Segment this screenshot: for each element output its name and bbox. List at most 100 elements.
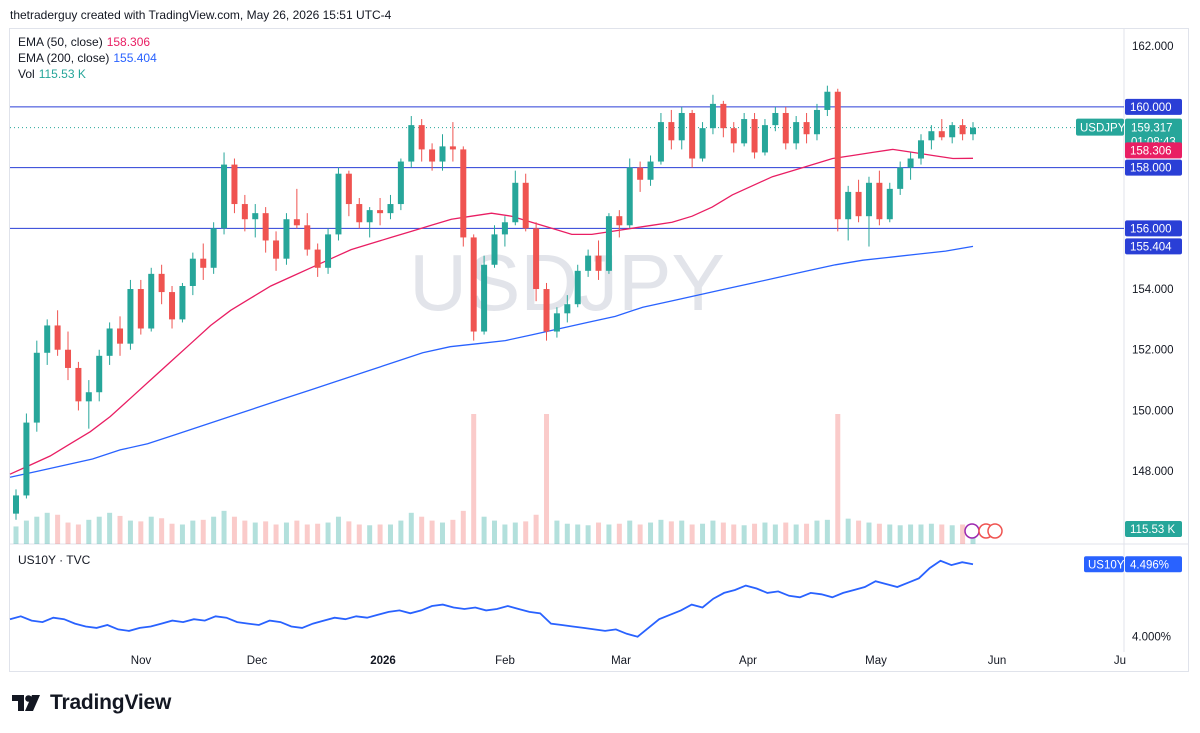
volume-bar xyxy=(793,524,799,544)
candle-body xyxy=(491,234,498,265)
volume-bar xyxy=(502,524,508,544)
us10y-symbol-tag[interactable]: US10Y xyxy=(1088,559,1125,571)
candle-body xyxy=(813,109,820,135)
volume-bar xyxy=(918,524,924,544)
candle-body xyxy=(970,127,976,135)
volume-bar xyxy=(117,515,123,544)
symbol-tag[interactable]: USDJPY xyxy=(1080,123,1126,135)
volume-bar xyxy=(741,525,747,544)
candle-body xyxy=(449,146,456,150)
candle-body xyxy=(429,149,436,162)
candle-body xyxy=(709,103,716,129)
candle-body xyxy=(637,167,644,180)
chart-frame[interactable] xyxy=(9,28,1189,672)
candle-body xyxy=(865,182,872,217)
legend-vol-value: 115.53 K xyxy=(38,67,86,81)
volume-bar xyxy=(492,520,497,544)
candle-body xyxy=(293,219,300,226)
volume-bar xyxy=(668,521,674,544)
us10y-symbol-tag-bg xyxy=(1084,556,1124,573)
legend-ema200[interactable]: EMA (200, close) 155.404 xyxy=(18,50,157,66)
candle-body xyxy=(252,213,259,220)
candle-body xyxy=(221,164,228,229)
volume-bar xyxy=(242,520,248,544)
legend-ema50[interactable]: EMA (50, close) 158.306 xyxy=(18,34,157,50)
volume-bar xyxy=(190,520,196,544)
candle-body xyxy=(117,328,124,344)
volume-bar xyxy=(138,521,144,544)
volume-bar xyxy=(575,524,581,544)
candle-body xyxy=(65,349,72,368)
volume-bar xyxy=(523,521,529,544)
volume-bar xyxy=(96,516,102,544)
candle-body xyxy=(200,258,207,268)
candle-body xyxy=(699,128,706,159)
volume-bar xyxy=(772,524,778,544)
candle-body xyxy=(897,167,904,189)
volume-bar xyxy=(23,520,29,544)
candle-body xyxy=(325,234,332,268)
volume-bar xyxy=(720,522,726,544)
y-axis-tick-label: 162.000 xyxy=(1132,41,1174,53)
volume-bar xyxy=(648,522,654,544)
symbol-tag-bg xyxy=(1076,118,1124,136)
legend-vol-label: Vol xyxy=(18,67,35,81)
legend-ema200-value: 155.404 xyxy=(113,51,157,65)
candle-body xyxy=(408,125,415,162)
volume-bar xyxy=(211,516,217,544)
candle-body xyxy=(345,173,352,205)
candle-body xyxy=(158,273,165,293)
candle-body xyxy=(585,255,592,271)
last-price-tag: 159.317 xyxy=(1131,123,1173,135)
ema50-line[interactable] xyxy=(9,148,974,475)
volume-bar xyxy=(148,516,154,544)
candle-body xyxy=(13,495,19,514)
candle-body xyxy=(54,325,61,350)
volume-bar xyxy=(356,524,362,544)
flag-us-icon[interactable] xyxy=(987,523,1003,539)
volume-bar xyxy=(949,525,955,544)
tradingview-brand: TradingView xyxy=(12,690,171,716)
volume-bar xyxy=(387,524,393,544)
volume-bar xyxy=(304,524,310,544)
candle-body xyxy=(418,125,425,150)
candle-body xyxy=(907,158,914,168)
volume-bar xyxy=(346,521,352,544)
legend-ema50-label: EMA (50, close) xyxy=(18,35,103,49)
ema50-tag-bg xyxy=(1125,142,1182,159)
candle-body xyxy=(179,286,186,320)
volume-bar xyxy=(585,525,591,544)
volume-bar xyxy=(179,524,185,544)
ema200-tag: 155.404 xyxy=(1130,241,1172,253)
legend-vol[interactable]: Vol 115.53 K xyxy=(18,66,157,82)
candle-body xyxy=(33,352,40,423)
volume-bar xyxy=(606,524,612,544)
x-axis-tick-label: Dec xyxy=(247,655,268,667)
volume-bar xyxy=(928,523,934,544)
ema200-line[interactable] xyxy=(9,245,974,478)
level-tag-160-bg xyxy=(1125,98,1182,115)
level-tag-160: 160.000 xyxy=(1130,102,1172,114)
tradingview-logo-icon xyxy=(12,695,40,711)
candle-body xyxy=(470,237,477,332)
volume-bar xyxy=(908,524,914,544)
volume-bar xyxy=(419,516,425,544)
lower-pane-legend[interactable]: US10Y · TVC xyxy=(18,552,90,568)
volume-bar xyxy=(335,516,341,544)
candle-body xyxy=(959,125,966,135)
volume-bar xyxy=(398,520,404,544)
brand-name: TradingView xyxy=(50,691,172,714)
volume-bar xyxy=(481,516,487,544)
volume-bar xyxy=(159,518,165,544)
volume-bar xyxy=(762,522,768,544)
event-markers[interactable] xyxy=(964,523,1003,539)
level-tag-158: 158.000 xyxy=(1130,163,1172,175)
level-tag-158-bg xyxy=(1125,159,1182,176)
candle-body xyxy=(741,119,748,144)
us10y-line[interactable] xyxy=(9,559,974,638)
event-marker-icon[interactable] xyxy=(964,523,980,539)
volume-bar xyxy=(616,523,622,544)
volume-bar xyxy=(429,520,435,544)
candle-body xyxy=(210,228,217,268)
